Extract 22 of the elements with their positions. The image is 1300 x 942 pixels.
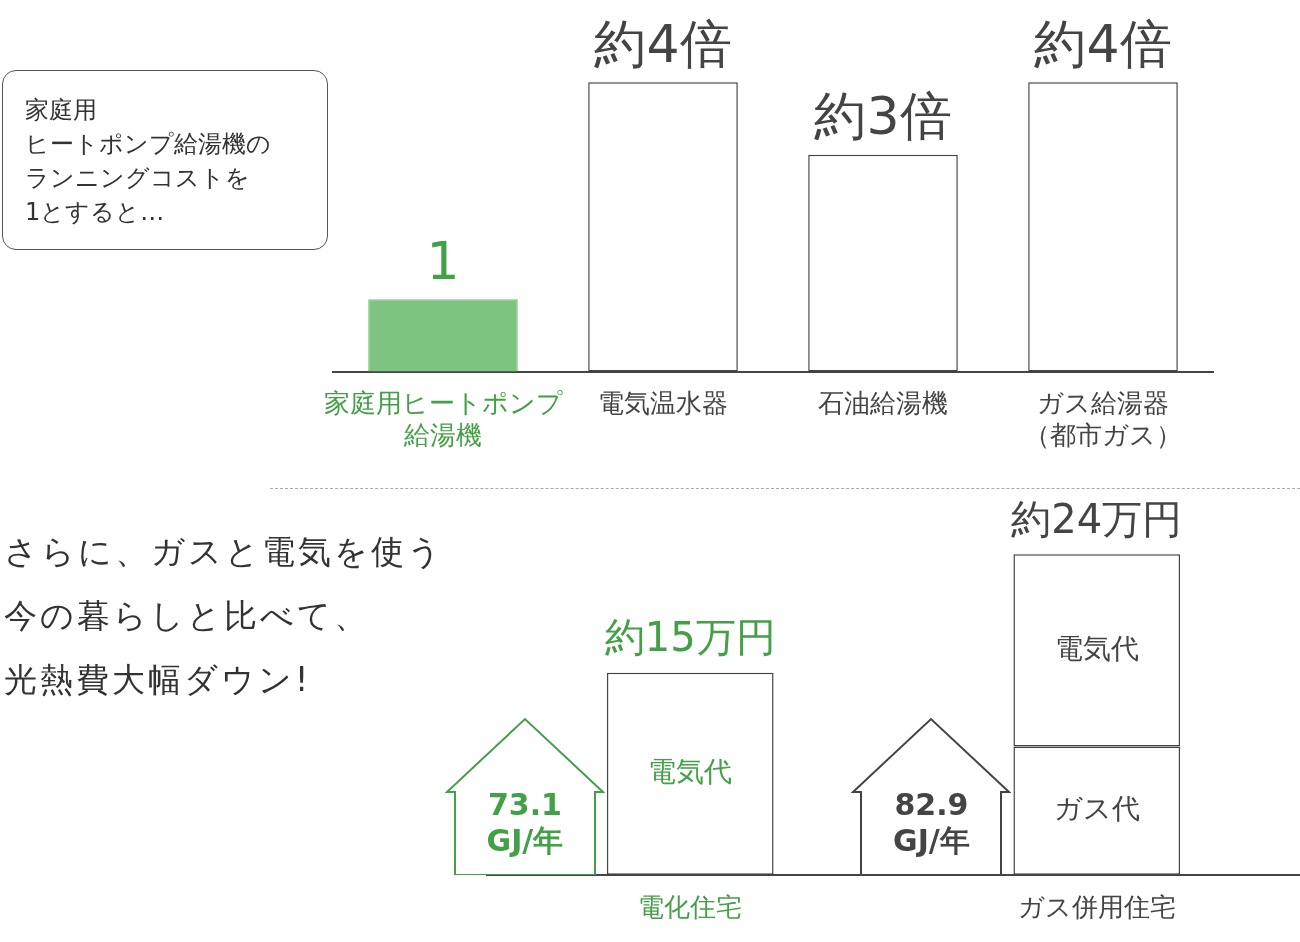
annotation: 73.1 GJ/年 [485,786,565,859]
x-tick-label: 電気温水器 [598,388,728,419]
data-label: 約3倍 [814,86,952,147]
text: ランニングコストを [25,163,251,194]
data-label: 約4倍 [594,13,732,74]
text: さらに、ガスと電気を使う今の暮らしと比べて、光熱費大幅ダウン! [4,531,444,701]
annotation: 82.9 GJ/年 [892,786,971,859]
series-label: ガス代 [1053,791,1140,825]
data-label: 約4倍 [1034,13,1172,74]
text: 1とすると… [25,197,166,228]
data-label: 1 [426,230,460,291]
text: ヒートポンプ給湯機の [25,129,272,160]
series-label: 電気代 [1054,631,1139,665]
total-label: 約24万円 [1011,495,1183,542]
total-label: 約15万円 [604,614,776,661]
x-tick-label: 石油給湯機 [818,388,948,419]
x-tick-label: ガス併用住宅 [1017,891,1176,922]
x-tick-label: ガス給湯器（都市ガス） [1024,388,1182,450]
x-tick-label: 家庭用ヒートポンプ給湯機 [323,388,563,450]
text: 電気代 [648,755,733,789]
x-tick-label: 電化住宅 [638,891,743,922]
text: 家庭用 [25,95,98,126]
